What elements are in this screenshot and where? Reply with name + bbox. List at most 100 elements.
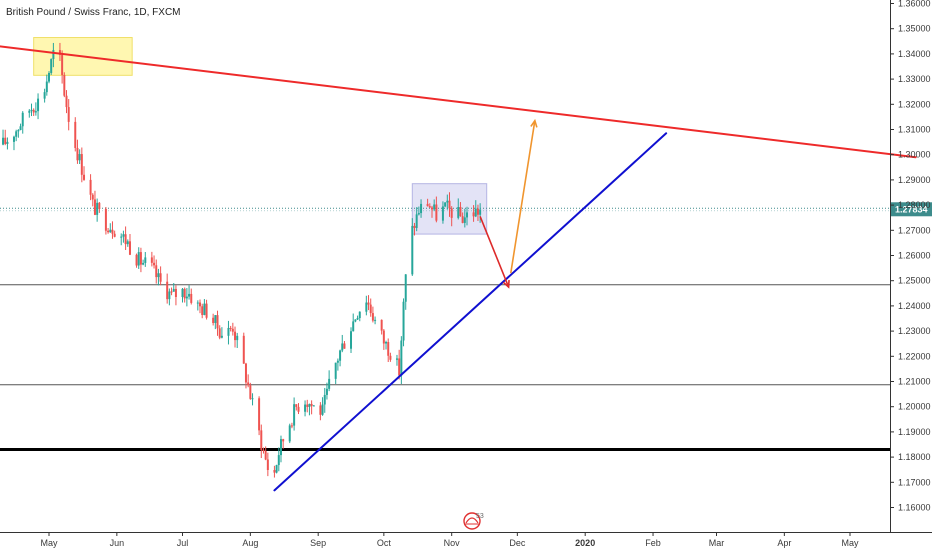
candle-body: [479, 209, 482, 215]
candle-body: [420, 203, 423, 214]
candle-body: [339, 350, 342, 361]
candle-body: [279, 439, 282, 456]
candle-body: [89, 179, 92, 195]
candle-body: [380, 319, 383, 331]
logo-arc: [465, 517, 479, 524]
candle-body: [45, 81, 48, 93]
candle-body: [297, 406, 300, 412]
candle-body: [93, 199, 96, 215]
candle-body: [48, 72, 50, 82]
candle-body: [63, 74, 66, 96]
time-tick-label: Dec: [509, 538, 526, 548]
candle-body: [83, 174, 86, 180]
candle-body: [448, 200, 451, 209]
candle-body: [334, 362, 337, 379]
price-tick-label: 1.35000: [898, 24, 931, 34]
candle-body: [402, 301, 405, 341]
candle-body: [260, 430, 263, 450]
candle-body: [290, 425, 293, 427]
candle-body: [354, 319, 357, 322]
candle-body: [80, 154, 83, 175]
candle-body: [168, 291, 171, 300]
projection-arrow-up-shaft: [509, 120, 536, 274]
last-price-marker: 1.27834: [891, 202, 932, 217]
candle-body: [43, 92, 46, 99]
candle-body: [96, 202, 99, 215]
candles: [2, 42, 482, 478]
candle-body: [251, 398, 254, 400]
candle-body: [371, 313, 374, 321]
candle-body: [144, 257, 147, 263]
candle-body: [37, 98, 40, 112]
last-price-label: 1.27834: [895, 204, 928, 214]
candle-body: [275, 465, 278, 473]
candle-body: [461, 216, 464, 223]
logo-text: 53: [476, 513, 484, 520]
candle-body: [32, 109, 35, 113]
candle-body: [374, 319, 377, 321]
time-tick-label: Nov: [444, 538, 461, 548]
candle-body: [459, 206, 462, 217]
candle-body: [247, 382, 250, 386]
price-tick-label: 1.33000: [898, 74, 931, 84]
candle-body: [174, 288, 177, 297]
candle-body: [220, 335, 223, 338]
price-tick-label: 1.34000: [898, 49, 931, 59]
candle-body: [185, 296, 188, 299]
candle-body: [367, 302, 370, 305]
time-tick-label: Mar: [709, 538, 725, 548]
candle-body: [203, 303, 206, 315]
candle-body: [308, 403, 311, 407]
candle-body: [266, 459, 269, 470]
logo-ring: [463, 512, 481, 530]
descending-resistance-line: [0, 45, 917, 159]
candle-body: [6, 141, 9, 144]
candle-body: [159, 273, 162, 282]
candle-body: [135, 254, 138, 266]
candle-body: [218, 328, 221, 338]
candle-body: [310, 403, 313, 406]
candle-body: [446, 200, 449, 203]
last-price-tag: [891, 202, 932, 217]
candle-body: [58, 50, 61, 55]
candle-body: [183, 288, 186, 299]
candle-body: [166, 281, 169, 300]
symbol-title: British Pound / Swiss Franc, 1D, FXCM: [6, 7, 181, 18]
candle-body: [325, 388, 328, 395]
candle-body: [50, 59, 53, 73]
candle-body: [404, 274, 407, 302]
candle-body: [288, 425, 291, 442]
candle-body: [435, 204, 438, 221]
candle-body: [358, 311, 361, 319]
candle-body: [128, 241, 131, 255]
candle-body: [190, 293, 193, 303]
price-tick-label: 1.31000: [898, 125, 931, 135]
highlight-boxes: [33, 37, 488, 235]
candle-body: [476, 208, 479, 215]
candle-body: [262, 449, 265, 452]
candle-body: [212, 317, 215, 324]
candle-body: [17, 130, 20, 132]
price-tick-label: 1.28000: [898, 200, 931, 210]
projection-arrows: [479, 118, 538, 289]
candle-body: [395, 358, 398, 360]
candle-body: [172, 288, 175, 292]
candle-body: [293, 404, 296, 426]
candle-body: [277, 455, 280, 466]
candle-body: [249, 385, 252, 399]
candle-body: [463, 217, 466, 223]
candle-body: [312, 405, 315, 407]
candle-body: [122, 234, 125, 237]
candle-body: [111, 229, 114, 234]
candle-body: [4, 137, 7, 144]
candle-body: [387, 342, 390, 356]
candle-body: [382, 330, 385, 344]
candle-body: [319, 405, 322, 415]
candle-body: [78, 154, 81, 161]
candle-body: [304, 404, 307, 412]
projection-arrow-down-head: [502, 279, 510, 289]
time-tick-label: May: [40, 538, 58, 548]
